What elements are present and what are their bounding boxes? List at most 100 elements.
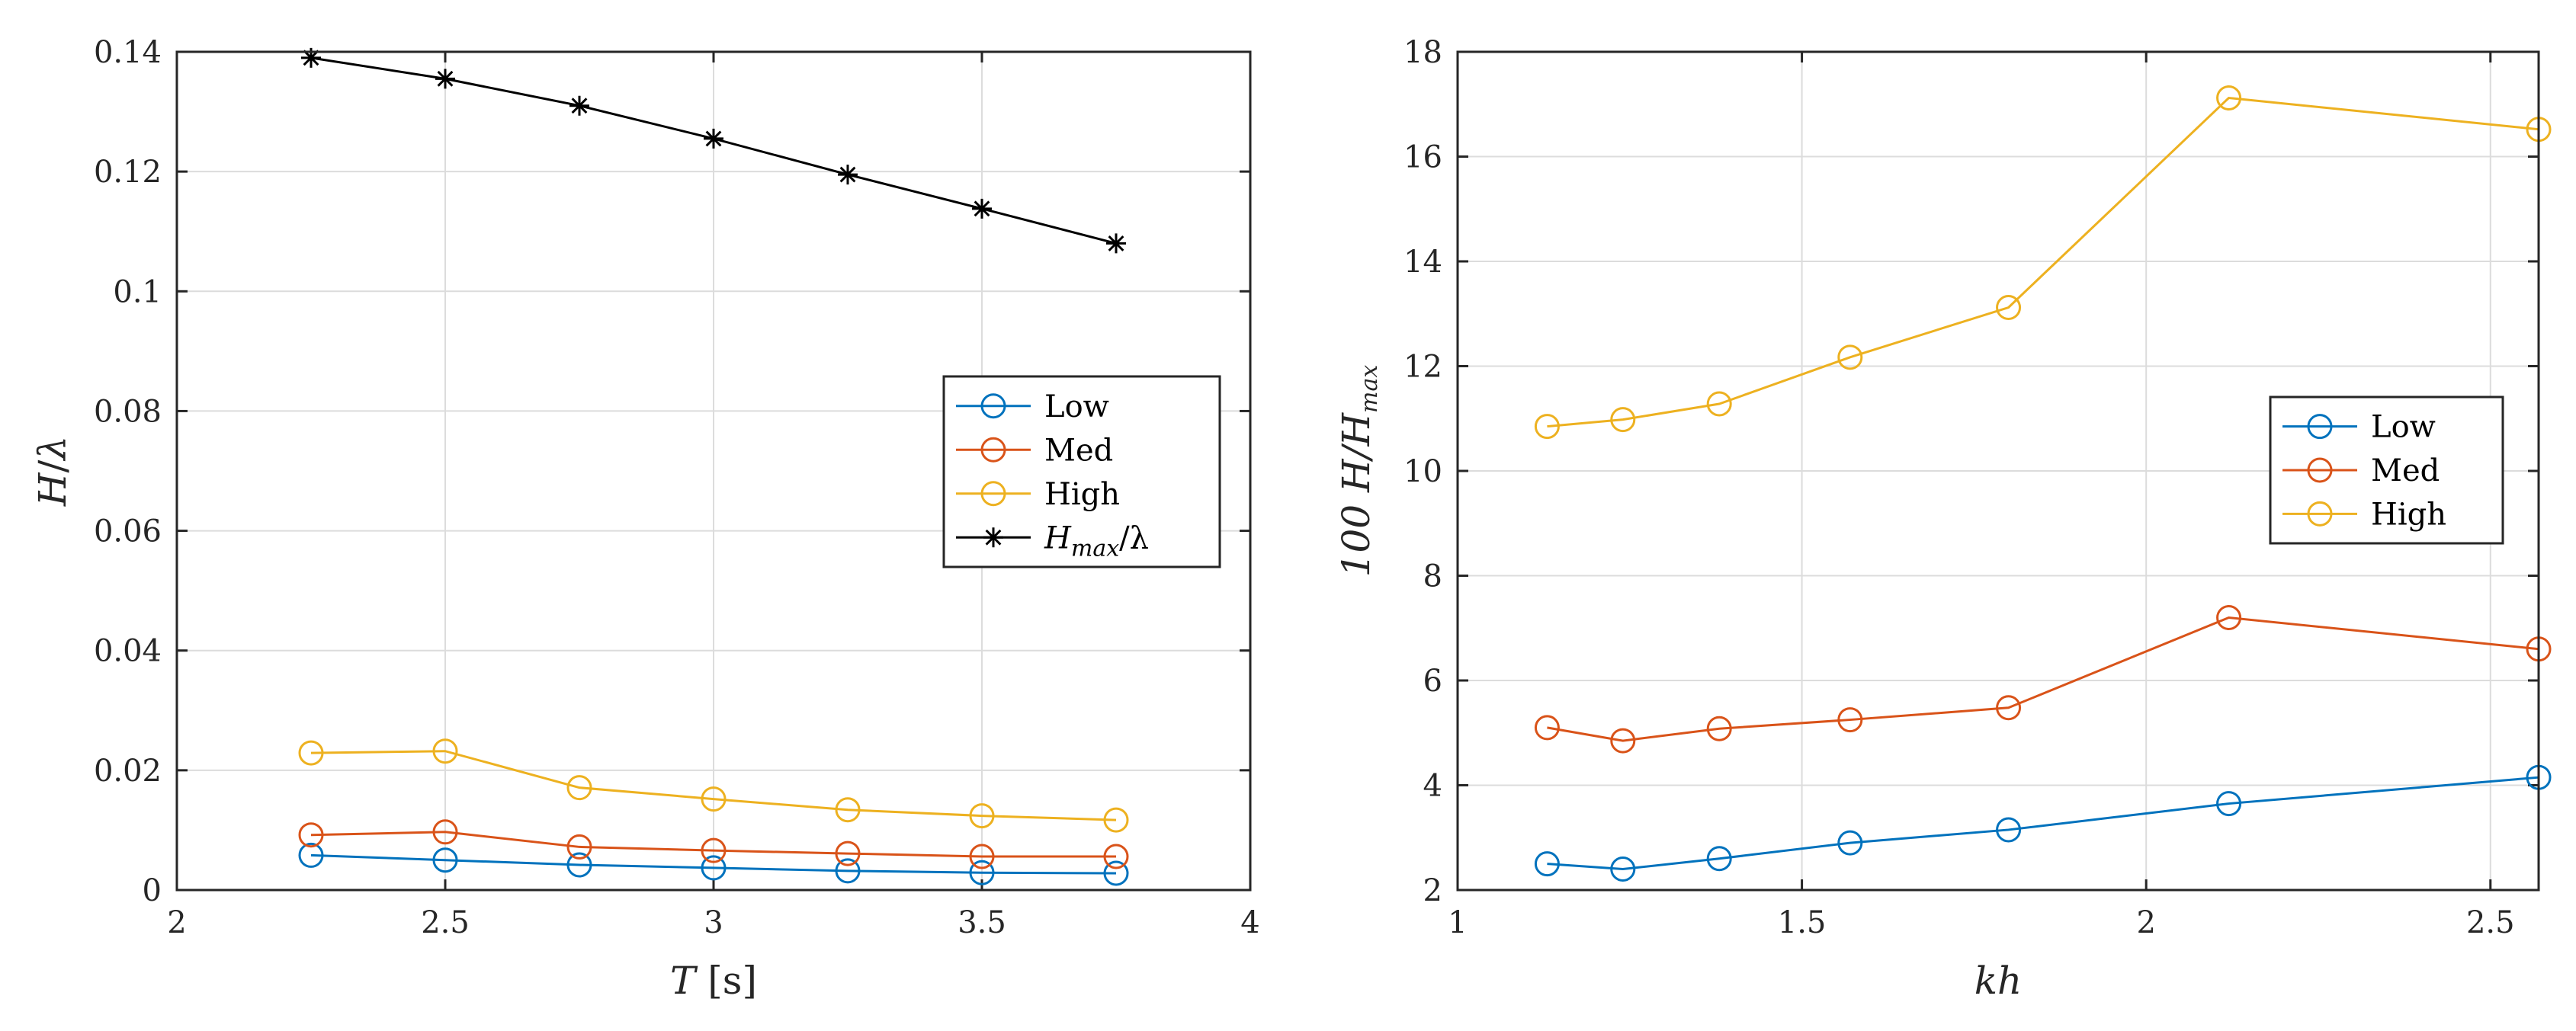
data-point (566, 834, 592, 860)
data-point (1610, 728, 1636, 754)
data-point (1837, 830, 1863, 856)
x-tick-label: 2.5 (421, 905, 470, 940)
data-point (1837, 707, 1863, 733)
data-point (1837, 344, 1863, 370)
legend-label: Low (2371, 410, 2436, 445)
y-axis-label: 100 H/Hmax (1334, 365, 1383, 578)
chart-right: 1 1.5 2 2.5 2 4 6 8 10 12 14 16 18 kh 100 H/Hmax Low Med… (1334, 35, 2552, 1003)
series-low (298, 842, 1129, 886)
y-tick-label: 6 (1423, 664, 1442, 699)
y-tick-label: 0 (143, 873, 162, 908)
series-line (1547, 616, 2539, 742)
data-point (298, 822, 324, 848)
series-line (310, 750, 1117, 821)
y-tick-label: 0.12 (94, 155, 162, 190)
y-axis-label-num: H (30, 472, 75, 507)
data-point (1534, 715, 1560, 741)
x-axis-label: T [s] (670, 959, 757, 1003)
x-tick-label: 3.5 (958, 905, 1006, 940)
data-point (1534, 414, 1560, 440)
y-tick-label: 12 (1403, 350, 1442, 385)
data-point (701, 837, 727, 863)
data-point (701, 786, 727, 812)
legend-marker (980, 437, 1006, 463)
data-point (566, 852, 592, 878)
legend-label: Med (1044, 433, 1113, 468)
data-point (432, 738, 458, 764)
legend-entry: Med (2282, 453, 2440, 488)
y-tick-label: 2 (1423, 873, 1442, 908)
x-tick-label: 1.5 (1778, 905, 1827, 940)
data-point (835, 840, 861, 866)
legend-label: Low (1044, 389, 1109, 424)
y-axis-label: H/λ (30, 436, 75, 507)
legend-label: Med (2371, 453, 2440, 488)
data-point (432, 847, 458, 873)
legend: Low Med High (2269, 395, 2504, 545)
x-tick-label: 2 (167, 905, 186, 940)
legend-marker (2307, 457, 2333, 483)
y-axis-label-main: 100 H/H (1334, 412, 1378, 578)
data-point (435, 69, 455, 89)
series-med (298, 819, 1129, 869)
data-point (969, 860, 995, 885)
data-point (704, 128, 723, 149)
data-point (838, 165, 858, 185)
legend-label: Hmax/λ (1044, 520, 1149, 562)
data-point (2216, 791, 2242, 817)
data-point (2216, 85, 2242, 110)
legend-entry: Low (2282, 410, 2436, 445)
y-tick-label: 8 (1423, 559, 1442, 594)
data-point (835, 858, 861, 884)
data-point (972, 198, 992, 219)
y-tick-label: 4 (1423, 769, 1442, 804)
x-axis-label: kh (1975, 959, 2023, 1003)
data-point (1106, 233, 1126, 254)
data-point (835, 797, 861, 823)
series-high (1534, 85, 2552, 440)
data-point (1610, 407, 1636, 433)
data-point (1103, 807, 1129, 833)
legend-label: High (1044, 477, 1120, 512)
legend: Low Med High Hmax/λ (942, 375, 1221, 568)
data-point (701, 855, 727, 881)
series-line (1547, 776, 2539, 871)
legend-marker (2307, 501, 2333, 527)
legend-entry: Hmax/λ (956, 520, 1149, 562)
y-tick-label: 0.08 (94, 394, 162, 429)
y-tick-label: 0.04 (94, 634, 162, 669)
y-tick-label: 14 (1403, 245, 1442, 280)
x-tick-label: 2.5 (2466, 905, 2515, 940)
y-axis-label-slash: / (30, 459, 75, 472)
series-high (298, 738, 1129, 833)
data-point (1706, 846, 1732, 872)
series-med (1534, 605, 2552, 754)
y-tick-label: 0.06 (94, 514, 162, 549)
data-point (1610, 856, 1636, 882)
data-point (1534, 851, 1560, 877)
series-line (310, 831, 1116, 858)
x-tick-label: 2 (2136, 905, 2155, 940)
data-point (1103, 844, 1129, 869)
legend-entry: Med (956, 433, 1113, 468)
data-point (1103, 860, 1129, 886)
data-point (1706, 716, 1732, 741)
data-point (432, 819, 458, 845)
data-point (566, 775, 592, 801)
legend-entry: High (2282, 497, 2446, 532)
y-tick-label: 10 (1403, 454, 1442, 489)
y-axis-label-den: λ (30, 436, 75, 462)
legend-entry: High (956, 477, 1120, 512)
x-tick-label: 1 (1448, 905, 1467, 940)
legend-marker (983, 527, 1003, 548)
series-line (310, 853, 1117, 875)
data-point (569, 95, 589, 116)
legend-marker (980, 393, 1006, 419)
data-point (2216, 605, 2242, 630)
y-tick-label: 0.14 (94, 35, 162, 70)
data-point (301, 47, 321, 68)
y-tick-label: 0.02 (94, 754, 162, 789)
x-tick-label: 3 (704, 905, 723, 940)
legend-label-sub: max (1071, 535, 1119, 562)
data-point (1996, 695, 2022, 721)
